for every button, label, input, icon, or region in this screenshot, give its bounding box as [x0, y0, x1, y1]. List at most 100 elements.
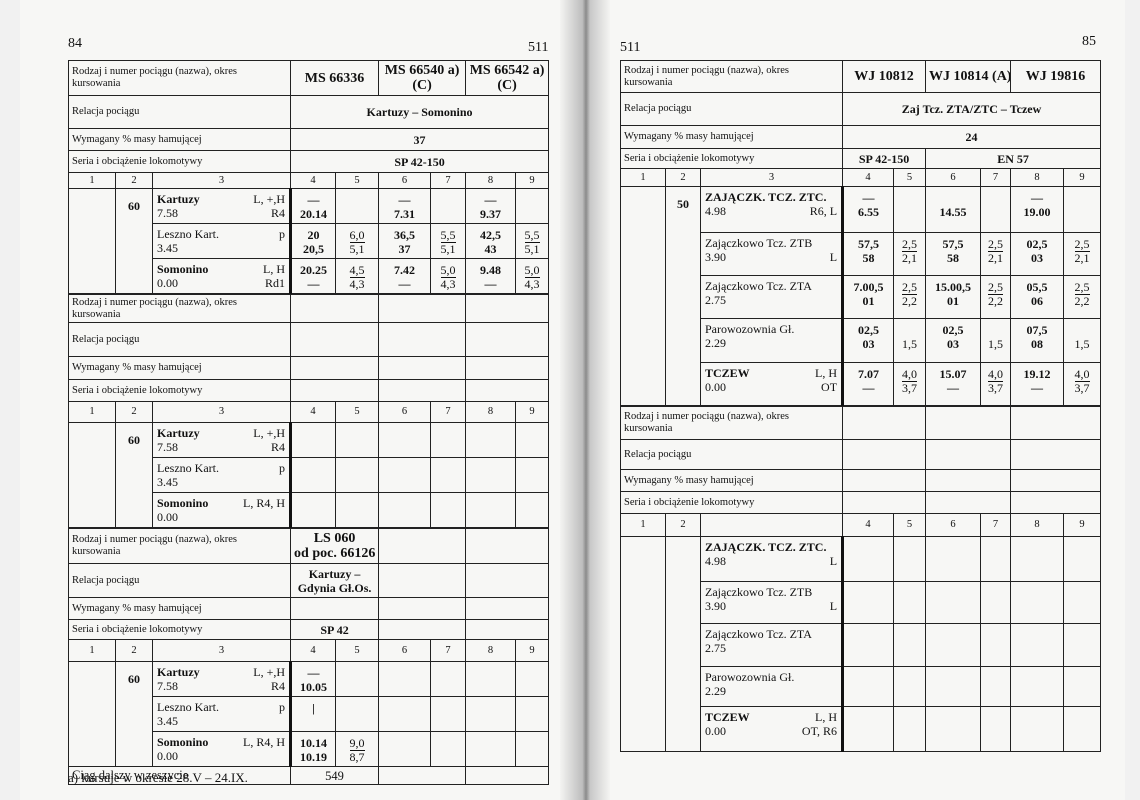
column-number: 6 [378, 639, 432, 662]
time-cell: 10.14 10.19 [289, 731, 337, 767]
time-line: — [1014, 191, 1060, 205]
column-number-text: 6 [950, 519, 956, 530]
run-time-cell [430, 188, 467, 224]
time-line: 7.42 [382, 263, 427, 277]
station-name: Kartuzy [157, 426, 200, 440]
run-time: 2,1 [1074, 251, 1090, 265]
empty-cell [378, 322, 467, 357]
run-time-cell: 2,5 2,1 [893, 232, 927, 276]
column-number-text: 7 [992, 519, 999, 530]
station-cell: TCZEW L, H 0.00 OT, R6 [699, 706, 845, 752]
station-name: TCZEW [705, 366, 750, 380]
row-label: Rodzaj i numer pociągu (nazwa), okres ku… [67, 60, 292, 96]
table-body: Rodzaj i numer pociągu (nazwa), okres ku… [67, 294, 550, 528]
station-code: R4 [271, 206, 286, 220]
station-name: Parowozownia Gł. [705, 322, 795, 336]
column-number: 9 [515, 401, 550, 423]
time-value: 43 [484, 242, 497, 256]
station-name: Somonino [157, 262, 209, 276]
column-number: 6 [378, 401, 432, 423]
time-line: 6.55 [847, 205, 890, 219]
table-row: Relacja pociągu Zaj Tcz. ZTA/ZTC – Tczew [619, 92, 1102, 126]
column-number-text: 1 [89, 406, 95, 417]
station-km: 0.00 [705, 380, 726, 394]
row-label: Relacja pociągu [619, 439, 844, 470]
station-cell: Parowozownia Gł. 2.29 [699, 666, 845, 707]
run-time: 5,1 [524, 242, 540, 256]
empty-cell [290, 597, 380, 620]
time-value: 03 [947, 337, 960, 351]
time-line: 9.48 [469, 263, 512, 277]
time-value: 6.55 [858, 205, 880, 219]
time-cell [925, 581, 982, 624]
table-row: TCZEW L, H 0.00 OT, R6 [621, 706, 1102, 752]
time-value: 9.37 [480, 207, 502, 221]
run-time-cell [515, 188, 550, 224]
table-body: Rodzaj i numer pociągu (nazwa), okres ku… [67, 60, 550, 294]
time-cell [1010, 666, 1065, 707]
label-text: Seria i obciążenie lokomotywy [72, 384, 203, 396]
station-km: 7.58 [157, 440, 178, 454]
time-line: 08 [1014, 337, 1060, 351]
time-cell [378, 696, 432, 732]
run-time-cell [335, 188, 380, 224]
station-code: p [279, 700, 286, 714]
footer-text: Ciąg dalszy w zeszycie [72, 768, 189, 782]
train-name-line: MS 66336 [304, 70, 365, 86]
station-line: Leszno Kart. p [157, 700, 285, 714]
loco-cell: SP 42 [290, 619, 380, 640]
column-number-text: 6 [401, 174, 408, 186]
station-line: 0.00 [157, 749, 285, 763]
table-row: 1 2 4 5 6 7 8 9 [620, 513, 1102, 537]
column-number: 4 [842, 513, 895, 537]
column-number: 4 [290, 401, 337, 423]
relation-text: Zaj Tcz. ZTA/ZTC – Tczew [901, 102, 1042, 116]
run-time: 4,0 [1074, 367, 1090, 382]
column-number: 4 [290, 639, 337, 662]
time-line: 2,2 [984, 294, 1007, 308]
speed-text: 50 [677, 197, 689, 211]
time-value: 37 [398, 242, 411, 256]
column-number-text: 7 [445, 644, 451, 656]
column-number-text: 4 [865, 171, 871, 183]
empty-cell [290, 356, 380, 380]
time-line [984, 323, 1007, 337]
column-number-text: 7 [992, 171, 999, 183]
time-line: 5,1 [519, 242, 545, 256]
time-cell: 19.12— [1010, 362, 1065, 406]
time-cell: 57,5 58 [925, 232, 982, 276]
time-line: 4,0 [984, 367, 1007, 382]
speed-cell: 50 [665, 186, 701, 406]
time-line: 9.37 [469, 207, 512, 221]
run-time-cell [335, 492, 380, 528]
relation-cell: Zaj Tcz. ZTA/ZTC – Tczew [842, 92, 1102, 126]
column-number-text: 1 [640, 171, 646, 183]
time-line: 9,0 [339, 736, 375, 751]
time-cell: 20.25— [289, 258, 337, 294]
empty-cell [925, 406, 1012, 440]
column-number-text: 9 [529, 644, 535, 656]
column-number-text: 2 [131, 174, 137, 186]
station-line: 7.58 R4 [157, 206, 285, 220]
run-time: 5,1 [349, 242, 365, 256]
time-line: 20 [295, 228, 332, 242]
time-cell: —9.37 [465, 188, 517, 224]
time-cell [925, 623, 982, 667]
station-km: 4.98 [705, 554, 726, 568]
column-number-text: 6 [401, 644, 408, 656]
time-cell: 05,5 06 [1010, 275, 1065, 319]
station-code: R4 [271, 440, 286, 454]
time-line: 37 [382, 242, 427, 256]
row-label: Wymagany % masy hamującej [619, 125, 844, 149]
empty-cell [925, 469, 1012, 492]
empty-cell [465, 379, 550, 402]
time-value: 7.00,5 [853, 280, 884, 294]
speed-cell: 60 [115, 661, 153, 767]
station-code: L [829, 250, 838, 264]
run-time: 2,1 [988, 251, 1004, 265]
time-cell: 7.00,5 01 [841, 275, 895, 319]
time-line: 6,0 [339, 228, 375, 243]
empty-cell [290, 294, 380, 323]
station-km: 3.45 [157, 714, 178, 728]
train-name-line: WJ 19816 [1025, 69, 1086, 84]
